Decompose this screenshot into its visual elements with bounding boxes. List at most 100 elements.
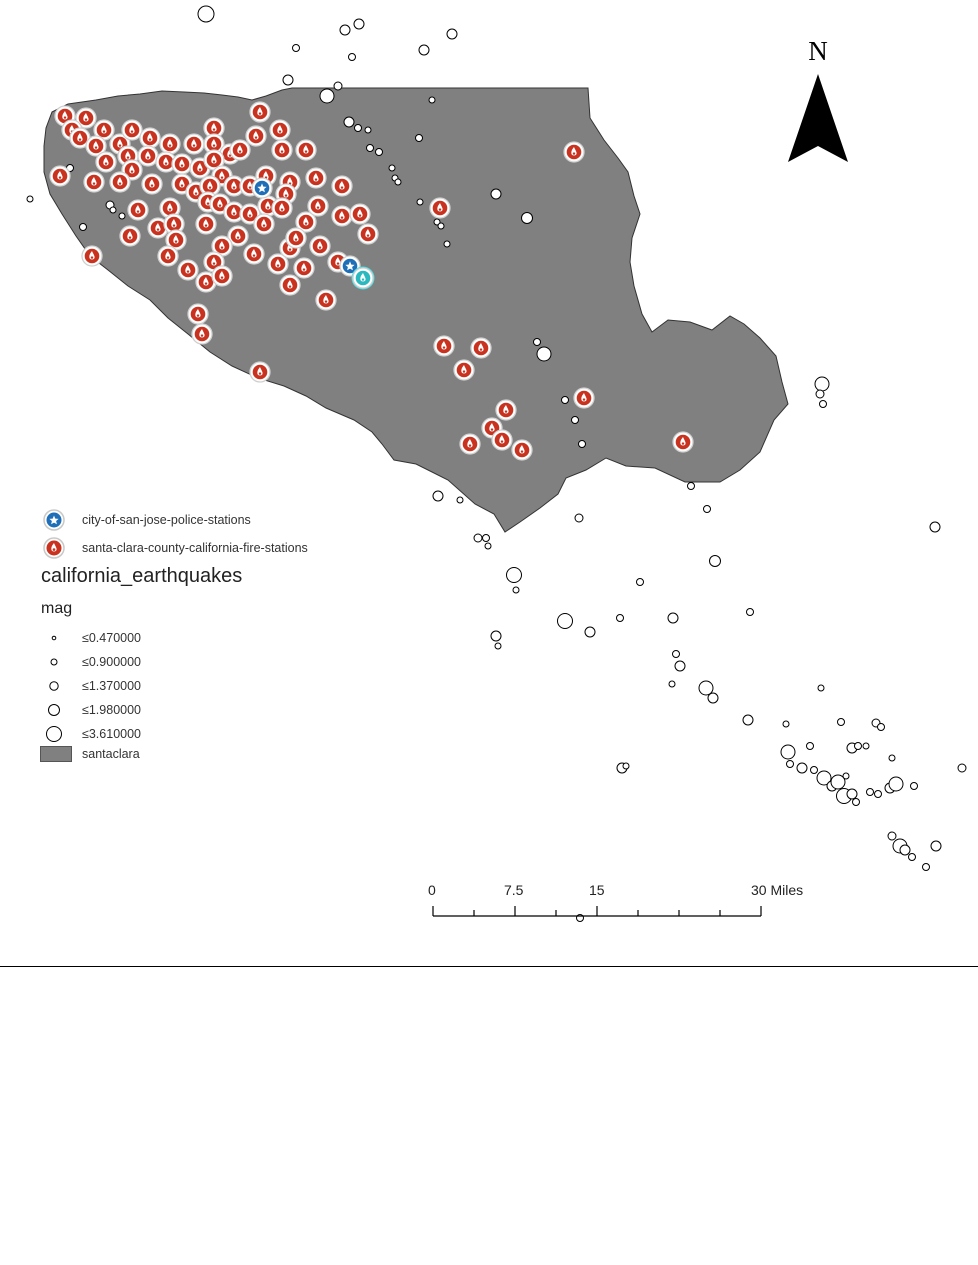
earthquake-point (782, 720, 790, 728)
fire-station-marker[interactable] (269, 119, 291, 141)
earthquake-point (816, 770, 832, 786)
fire-station-marker[interactable] (672, 431, 694, 453)
fire-station-marker[interactable] (307, 195, 329, 217)
fire-station-marker[interactable] (177, 259, 199, 281)
fire-station-marker[interactable] (253, 213, 275, 235)
fire-station-marker[interactable] (453, 359, 475, 381)
fire-station-marker[interactable] (119, 225, 141, 247)
mag-class-label: ≤1.370000 (82, 679, 141, 693)
map-canvas[interactable] (0, 0, 978, 966)
fire-station-marker[interactable] (267, 253, 289, 275)
fire-station-marker[interactable] (157, 245, 179, 267)
fire-station-marker[interactable] (171, 153, 193, 175)
santa-clara-county-polygon[interactable] (43, 87, 789, 533)
fire-station-marker[interactable] (305, 167, 327, 189)
legend-mag-class-2: ≤0.900000 (40, 650, 141, 674)
fire-station-marker[interactable] (49, 165, 71, 187)
fire-station-marker[interactable] (349, 203, 371, 225)
fire-station-marker[interactable] (147, 217, 169, 239)
fire-station-marker[interactable] (573, 387, 595, 409)
earthquake-point (852, 798, 860, 806)
fire-station-marker[interactable] (81, 245, 103, 267)
fire-station-marker[interactable] (279, 274, 301, 296)
fire-station-marker[interactable] (511, 439, 533, 461)
fire-station-marker[interactable] (271, 139, 293, 161)
fire-station-marker[interactable] (243, 243, 265, 265)
earthquake-point (557, 613, 573, 629)
earthquake-point (709, 555, 721, 567)
fire-station-marker[interactable] (470, 337, 492, 359)
fire-station-marker[interactable] (229, 139, 251, 161)
fire-station-marker[interactable] (491, 429, 513, 451)
fire-station-marker[interactable] (245, 125, 267, 147)
police-station-marker[interactable] (251, 177, 273, 199)
fire-station-marker[interactable] (285, 227, 307, 249)
fire-station-marker[interactable] (211, 235, 233, 257)
earthquake-point (672, 650, 680, 658)
fire-station-marker[interactable] (155, 151, 177, 173)
fire-station-marker[interactable] (159, 133, 181, 155)
fire-station-marker[interactable] (249, 361, 271, 383)
earthquake-point (888, 776, 904, 792)
fire-station-marker[interactable] (227, 225, 249, 247)
earthquake-point (446, 28, 458, 40)
fire-station-marker[interactable] (121, 119, 143, 141)
legend-field-label: mag (41, 600, 73, 617)
fire-station-marker[interactable] (83, 171, 105, 193)
fire-station-marker[interactable] (195, 271, 217, 293)
fire-station-marker[interactable] (75, 107, 97, 129)
fire-station-marker[interactable] (137, 145, 159, 167)
fire-station-marker[interactable] (331, 205, 353, 227)
earthquake-point (930, 840, 942, 852)
earthquake-point (957, 763, 967, 773)
earthquake-point (703, 505, 711, 513)
fire-station-marker[interactable] (165, 229, 187, 251)
fire-station-marker[interactable] (195, 213, 217, 235)
fire-station-marker[interactable] (109, 171, 131, 193)
fire-station-marker[interactable] (433, 335, 455, 357)
fire-station-marker[interactable] (331, 175, 353, 197)
fire-station-marker[interactable] (563, 141, 585, 163)
earthquake-point (786, 760, 794, 768)
fire-station-marker[interactable] (309, 235, 331, 257)
fire-station-marker[interactable] (95, 151, 117, 173)
fire-station-marker[interactable] (85, 135, 107, 157)
fire-station-marker[interactable] (171, 173, 193, 195)
fire-station-marker[interactable] (163, 213, 185, 235)
earthquake-point (348, 53, 356, 61)
fire-station-marker[interactable] (203, 149, 225, 171)
fire-station-marker[interactable] (139, 127, 161, 149)
fire-station-marker[interactable] (315, 289, 337, 311)
scale-label-7-5: 7.5 (504, 882, 524, 898)
fire-station-marker[interactable] (295, 211, 317, 233)
earthquake-point (742, 714, 754, 726)
scale-label-30-miles: 30 Miles (751, 882, 804, 898)
fire-station-marker[interactable] (295, 139, 317, 161)
station-layer (49, 101, 694, 461)
fire-station-marker[interactable] (127, 199, 149, 221)
fire-station-marker[interactable] (249, 101, 271, 123)
legend-item-county: santaclara (40, 746, 140, 762)
earthquake-point (866, 788, 874, 796)
fire-station-marker[interactable] (293, 257, 315, 279)
earthquake-point (574, 513, 584, 523)
fire-station-marker[interactable] (183, 133, 205, 155)
fire-station-marker[interactable] (429, 197, 451, 219)
fire-station-marker[interactable] (271, 197, 293, 219)
fire-station-marker[interactable] (351, 266, 375, 290)
fire-station-marker[interactable] (223, 175, 245, 197)
fire-station-marker[interactable] (191, 323, 213, 345)
fire-station-marker[interactable] (141, 173, 163, 195)
fire-station-marker[interactable] (187, 303, 209, 325)
fire-station-marker[interactable] (357, 223, 379, 245)
fire-station-marker[interactable] (459, 433, 481, 455)
earthquake-point (561, 396, 569, 404)
fire-station-marker[interactable] (159, 197, 181, 219)
fire-station-marker[interactable] (495, 399, 517, 421)
fire-station-marker[interactable] (211, 265, 233, 287)
police-station-marker[interactable] (339, 255, 361, 277)
legend-item-police: city-of-san-jose-police-stations (40, 508, 251, 532)
earthquake-point (333, 81, 343, 91)
earthquake-point (854, 742, 862, 750)
fire-station-marker[interactable] (93, 119, 115, 141)
